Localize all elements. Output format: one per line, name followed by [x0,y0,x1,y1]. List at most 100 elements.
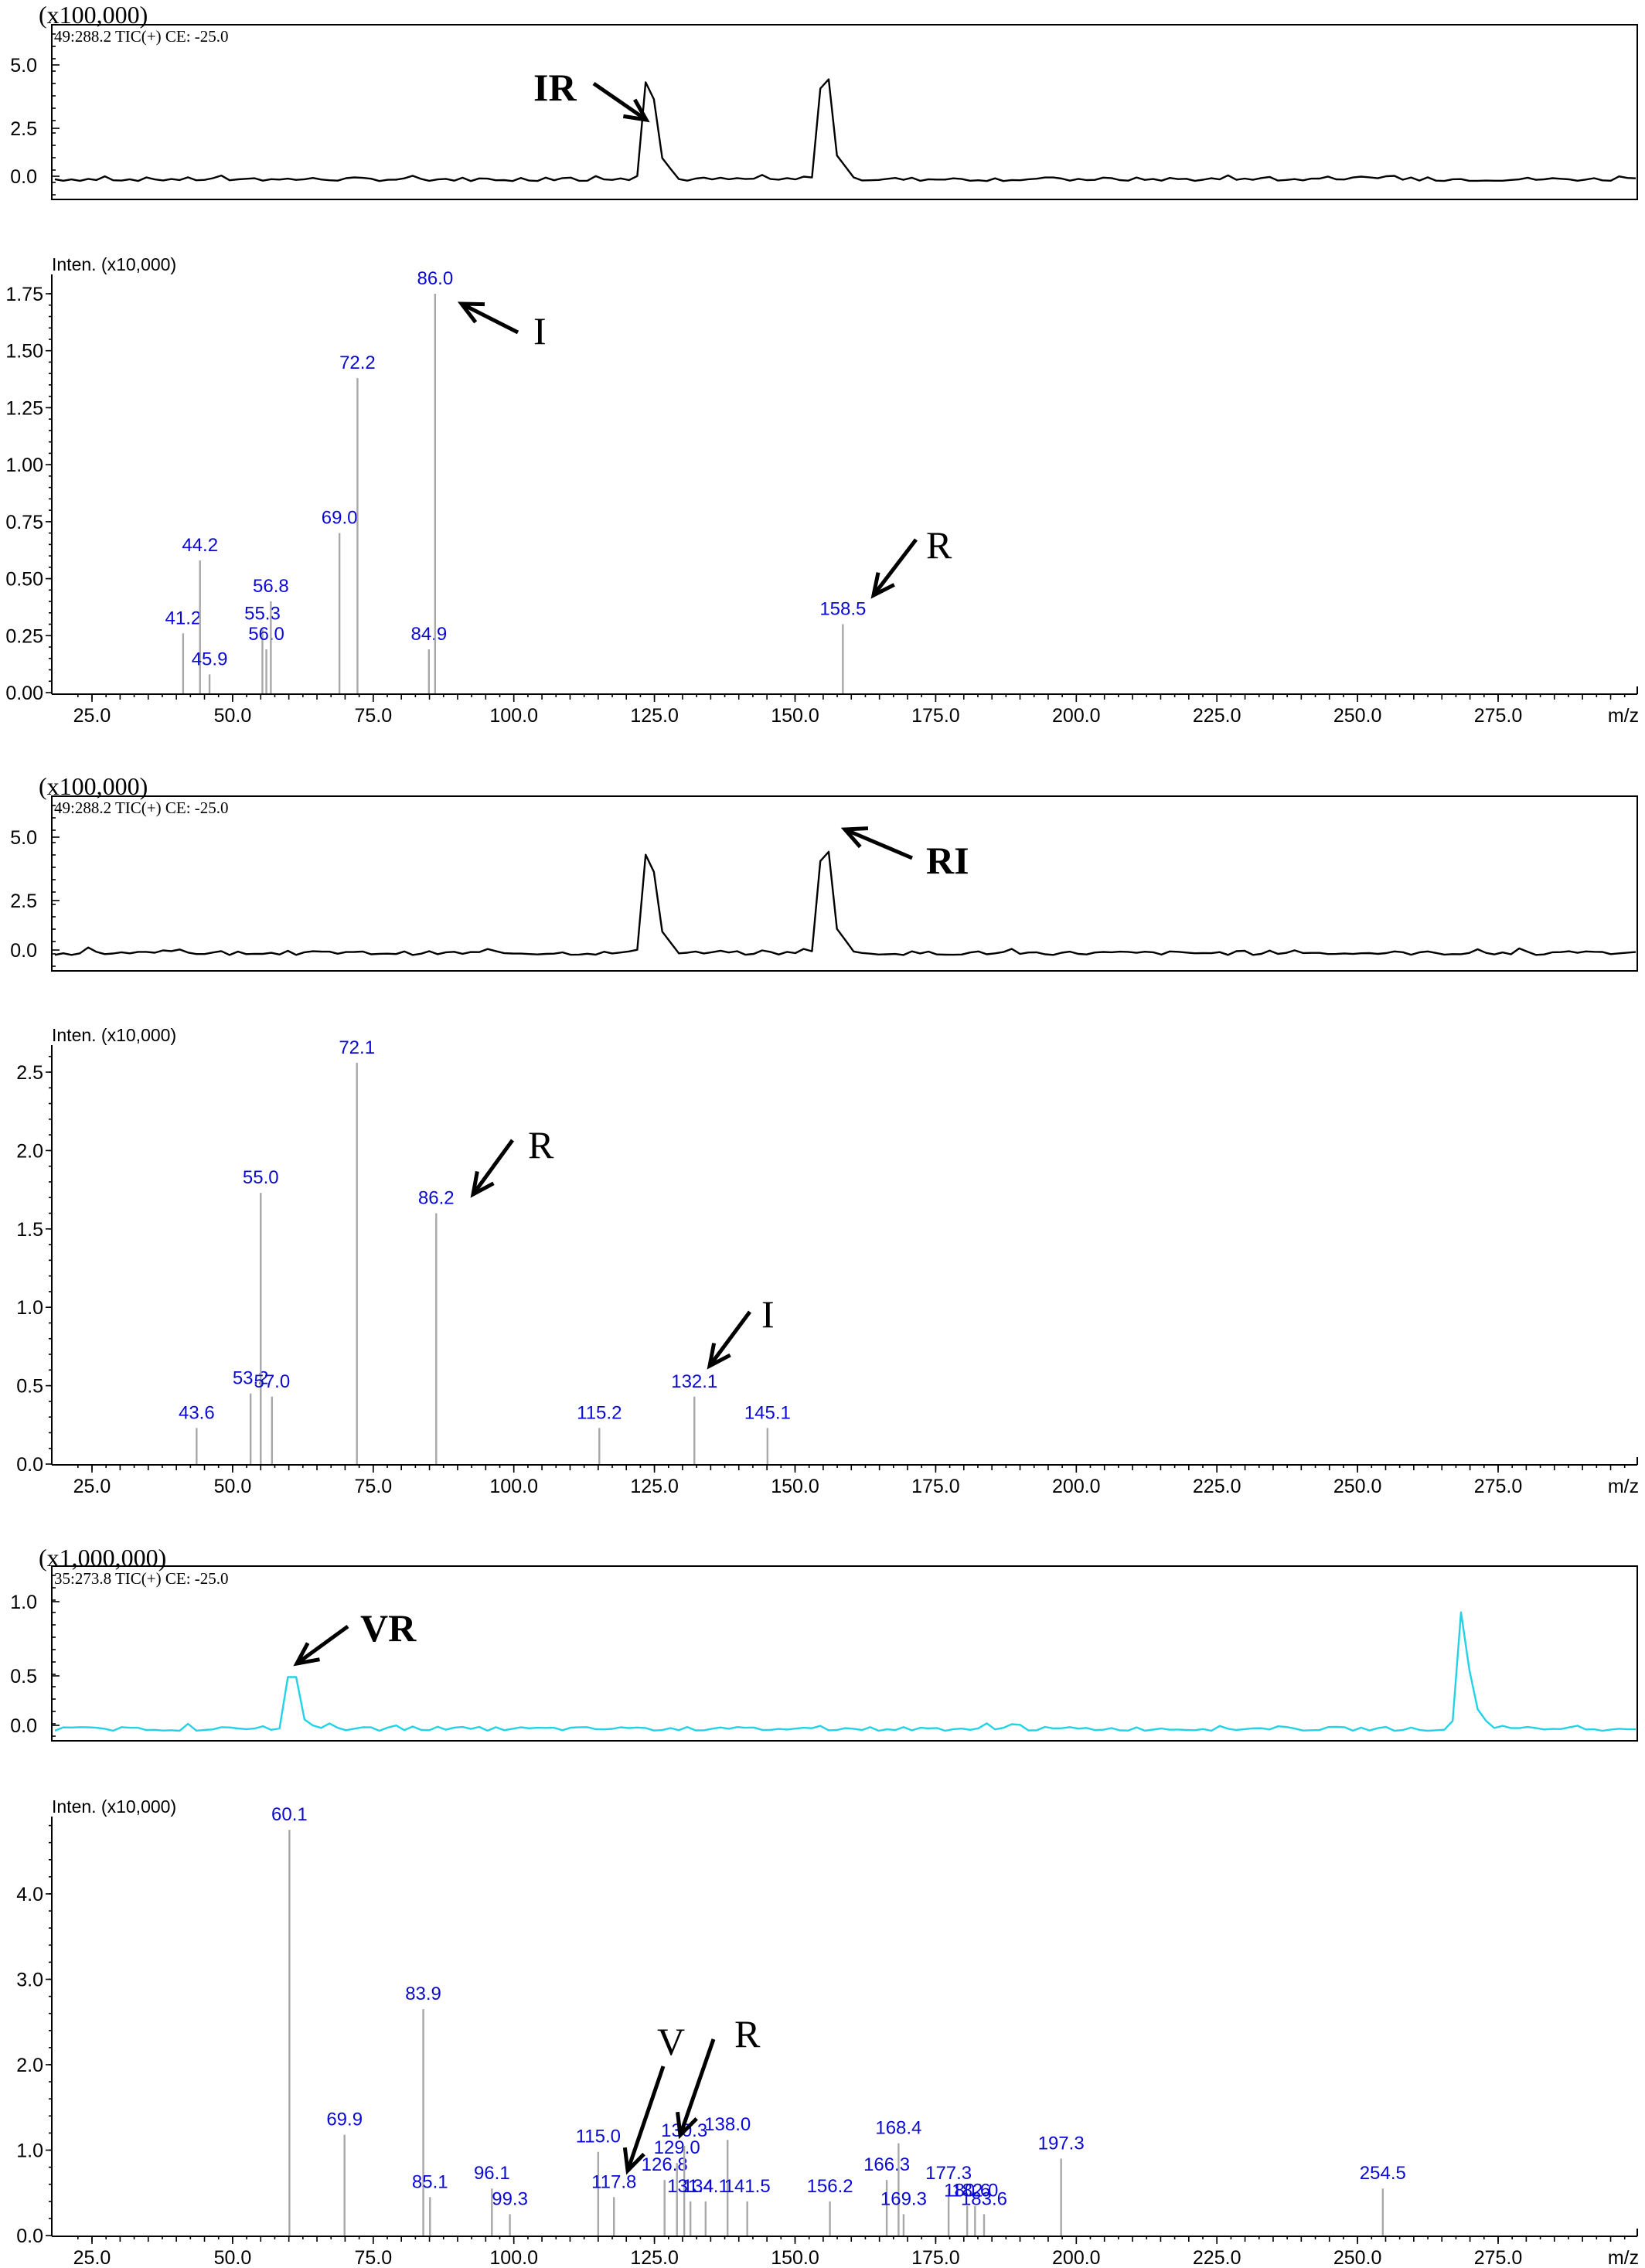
peak-label: 99.3 [492,2188,528,2209]
annotation-label: R [528,1123,554,1166]
y-tick-label: 0.0 [10,940,37,962]
peak-label: 86.2 [418,1188,455,1209]
peak-label: 145.1 [744,1402,791,1423]
y-scale-label: (x100,000) [39,1,148,29]
y-tick-label: 1.50 [5,341,43,363]
y-tick-label: 2.0 [16,1140,43,1162]
x-tick-label: 275.0 [1474,705,1523,727]
peak-label: 158.5 [819,599,866,620]
chromatogram-panel-1: (x100,000)49:288.2 TIC(+) CE: -25.0 0.0 2.… [10,1,1638,200]
annotation-arrow [470,1139,515,1198]
x-tick-label: 125.0 [630,2247,679,2268]
peak-label: 177.3 [925,2163,972,2184]
peak-label: 83.9 [405,1984,441,2004]
y-tick-label: 0.0 [10,1715,37,1737]
y-tick-label: 2.0 [16,2055,43,2076]
x-unit-label: m/z [1608,2247,1639,2268]
spectrum-panel-3: Inten. (x10,000) 0.0 1.0 2.0 3.0 4.0 25.0 50.0 7… [16,1796,1639,2268]
x-tick-label: 275.0 [1474,2247,1523,2268]
y-tick-label: 0.5 [16,1376,43,1398]
peak-label: 131.4 [667,2176,714,2197]
peak-label: 117.8 [591,2171,636,2192]
y-tick-label: 0.0 [16,2225,43,2247]
spectrum-panel-2: Inten. (x10,000) 0.0 0.5 1.0 1.5 2.0 2.5 25.0 50… [16,1025,1639,1497]
y-tick-label: 4.0 [16,1884,43,1905]
peak-label: 57.0 [254,1371,290,1392]
x-tick-label: 50.0 [214,1476,252,1497]
peak-label: 197.3 [1038,2133,1085,2154]
x-tick-label: 125.0 [630,705,679,727]
peak-label: 126.8 [642,2154,688,2175]
x-unit-label: m/z [1608,705,1639,727]
x-tick-label: 250.0 [1333,2247,1382,2268]
annotation-label: R [734,2012,761,2055]
peak-label: 183.6 [961,2188,1007,2209]
peak-label: 72.1 [339,1037,375,1058]
x-tick-label: 175.0 [911,2247,960,2268]
peak-label: 69.9 [326,2110,363,2130]
plot-frame [51,24,1638,200]
y-tick-label: 0.50 [5,569,43,591]
annotation-arrow [840,826,913,860]
annotation-label: R [926,523,952,567]
peak-label: 56.0 [248,624,284,645]
y-tick-label: 0.0 [16,1454,43,1476]
x-tick-label: 200.0 [1052,705,1101,727]
x-tick-label: 25.0 [73,705,111,727]
peak-label: 69.0 [322,508,358,529]
x-tick-label: 25.0 [73,1476,111,1497]
chromatogram-panel-3: (x1,000,000)35:273.8 TIC(+) CE: -25.0 0.0… [10,1544,1638,1742]
peak-label: 141.5 [724,2176,771,2197]
peak-label: 53.2 [233,1368,269,1389]
y-tick-label: 0.75 [5,512,43,533]
y-tick-label: 1.25 [5,397,43,419]
tic-trace [54,850,1636,956]
x-tick-label: 25.0 [73,2247,111,2268]
x-tick-label: 150.0 [771,705,819,727]
annotation-label: IR [533,66,577,109]
peak-label: 96.1 [474,2163,510,2184]
annotation-arrow [293,1624,349,1667]
peak-label: 84.9 [410,624,447,645]
annotation-arrow [457,301,519,335]
annotation-arrow [622,2065,666,2175]
tic-trace [54,78,1636,182]
y-tick-label: 1.0 [10,1592,37,1613]
peak-label: 55.3 [244,603,281,624]
x-tick-label: 200.0 [1052,2247,1101,2268]
y-scale-label: (x100,000) [39,772,148,800]
x-tick-label: 250.0 [1333,705,1382,727]
peak-label: 138.0 [704,2114,751,2135]
peak-label: 166.3 [863,2154,910,2175]
y-tick-label: 5.0 [10,827,37,849]
peak-label: 44.2 [182,535,218,556]
x-tick-label: 50.0 [214,705,252,727]
peak-label: 254.5 [1360,2163,1406,2184]
y-tick-label: 0.5 [10,1666,37,1687]
x-tick-label: 75.0 [354,705,392,727]
intensity-scale-label: Inten. (x10,000) [52,1025,176,1045]
y-tick-label: 1.75 [5,284,43,305]
peak-label: 60.1 [271,1804,308,1825]
annotation-label: RI [926,839,969,882]
x-unit-label: m/z [1608,1476,1639,1497]
trace-info-label: 49:288.2 TIC(+) CE: -25.0 [54,27,229,46]
x-tick-label: 175.0 [911,705,960,727]
y-tick-label: 0.00 [5,683,43,704]
x-tick-label: 250.0 [1333,1476,1382,1497]
annotation-arrow [707,1310,752,1370]
peak-label: 132.1 [671,1371,717,1392]
y-tick-label: 5.0 [10,55,37,77]
peak-label: 180.6 [944,2180,990,2201]
y-tick-label: 1.0 [16,1297,43,1319]
peak-label: 41.2 [165,608,202,628]
peak-label: 86.0 [417,268,453,289]
y-tick-label: 2.5 [10,118,37,140]
x-tick-label: 100.0 [489,705,538,727]
intensity-scale-label: Inten. (x10,000) [52,254,176,274]
y-scale-label: (x1,000,000) [39,1544,166,1572]
y-tick-label: 0.0 [10,166,37,188]
x-tick-label: 200.0 [1052,1476,1101,1497]
annotation-label: VR [360,1606,417,1650]
peak-label: 129.0 [654,2137,700,2158]
